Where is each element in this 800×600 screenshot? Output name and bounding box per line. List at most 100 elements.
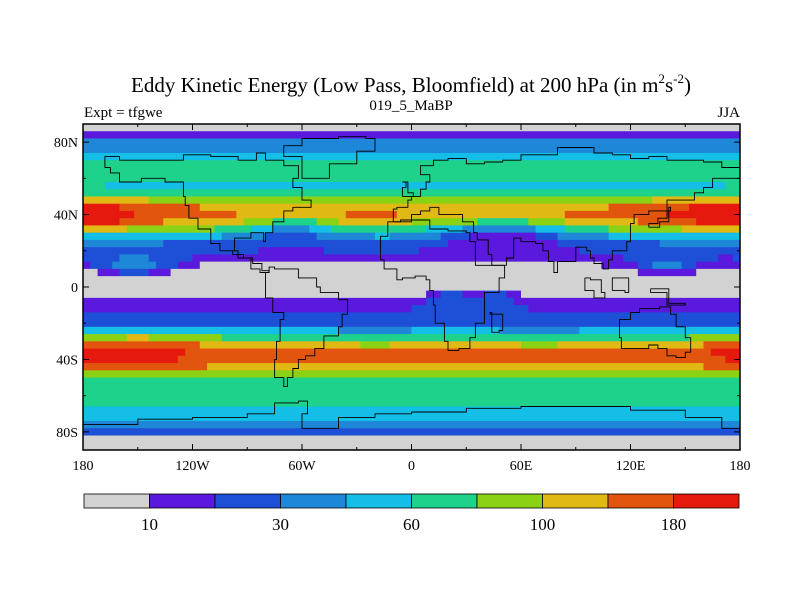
contour-cell (601, 261, 639, 270)
colorbar-swatch (280, 493, 347, 509)
contour-cell (718, 254, 734, 263)
contour-cell (104, 181, 726, 190)
contour-cell (83, 413, 740, 422)
colorbar-label: 100 (530, 515, 556, 534)
contour-cell (83, 399, 740, 408)
subtitle-experiment: Expt = tfgwe (84, 105, 163, 121)
contour-cell (272, 218, 318, 227)
continent-outline (648, 206, 672, 228)
contour-cell (126, 225, 215, 234)
contour-cell (221, 334, 690, 342)
contour-cell (119, 254, 150, 263)
colorbar-label: 60 (403, 515, 420, 534)
contour-cell (323, 247, 420, 255)
contour-cell (83, 348, 186, 357)
continent-outline (401, 181, 414, 197)
x-tick-label: 180 (730, 459, 751, 474)
contour-cell (535, 232, 559, 241)
contour-cell (681, 225, 740, 234)
contour-cell (83, 160, 740, 169)
contour-cell (83, 232, 223, 241)
contour-cell (83, 196, 150, 205)
x-tick-label: 120W (175, 459, 210, 474)
contour-cell (83, 428, 740, 437)
contour-cell (557, 341, 705, 350)
x-tick-label: 120E (616, 459, 646, 474)
contour-cell (440, 232, 471, 241)
contour-cell (83, 276, 740, 284)
contour-cell (83, 283, 740, 292)
colorbar-swatch (476, 493, 543, 509)
subtitle-season: JJA (717, 105, 740, 121)
y-tick-label: 0 (71, 281, 78, 296)
contour-cell (83, 247, 259, 255)
contour-cell (528, 305, 740, 313)
continent-outlines (83, 136, 740, 450)
x-tick-label: 180 (73, 459, 94, 474)
continent-outline (611, 277, 630, 293)
colorbar-label: 30 (272, 515, 289, 534)
contour-cell (608, 232, 740, 241)
contour-cell (83, 363, 208, 371)
colorbar-swatch (214, 493, 281, 509)
contour-cell (83, 370, 740, 379)
contour-cell (221, 232, 267, 241)
contour-cell (83, 377, 740, 386)
contour-cell (119, 218, 164, 227)
contour-cell (207, 363, 705, 371)
contour-cell (83, 355, 179, 364)
contour-cell (265, 232, 318, 241)
contour-cell (418, 247, 580, 255)
contour-cell (236, 210, 347, 219)
x-axis: 180 120W 60W 0 60E 120E 180 (73, 124, 751, 474)
contour-cell (688, 203, 740, 212)
contour-cell (411, 305, 529, 313)
contour-cell (177, 355, 726, 364)
contour-cell (83, 406, 740, 415)
continent-outline (650, 288, 686, 306)
contour-cell (83, 334, 128, 342)
y-tick-label: 40N (54, 209, 78, 224)
contour-cell (83, 392, 740, 400)
continent-outline (584, 277, 606, 299)
contour-cell (484, 290, 507, 299)
colorbar-swatch (542, 493, 609, 509)
contour-cell (681, 261, 697, 270)
contour-cell (623, 254, 719, 263)
title-main: Eddy Kinetic Energy (Low Pass, Bloomfiel… (131, 73, 658, 97)
contour-cell (170, 268, 639, 277)
contour-cell (506, 290, 522, 299)
contour-cell (126, 334, 150, 342)
continent-outline (392, 147, 740, 273)
colorbar-swatch (411, 493, 478, 509)
contour-cell (462, 290, 486, 299)
continent-outline (619, 306, 692, 359)
contour-cell (148, 254, 194, 263)
contour-cell (83, 239, 164, 248)
contour-cell (608, 225, 683, 234)
contour-cell (163, 239, 449, 248)
y-tick-label: 80S (56, 426, 78, 441)
contour-cell (652, 261, 683, 270)
contour-cell (199, 261, 602, 270)
contour-cell (119, 268, 150, 277)
contour-cell (652, 196, 740, 205)
contour-cell (156, 261, 179, 270)
colorbar-swatch (149, 493, 216, 509)
colorbar: 10 30 60 100 180 (83, 493, 740, 534)
y-tick-label: 80N (54, 136, 78, 151)
contour-cell (608, 203, 690, 212)
contour-cell (557, 239, 661, 248)
contour-cell (90, 261, 113, 270)
contour-cell (83, 225, 128, 234)
contour-cell (83, 254, 121, 263)
contour-cell (272, 225, 310, 234)
contour-cell (426, 297, 515, 306)
contour-cell (83, 290, 427, 299)
contour-cell (696, 261, 740, 270)
contour-cell (83, 326, 340, 335)
contour-cell (696, 268, 740, 277)
contour-cell (83, 174, 740, 183)
contour-cell (462, 225, 537, 234)
